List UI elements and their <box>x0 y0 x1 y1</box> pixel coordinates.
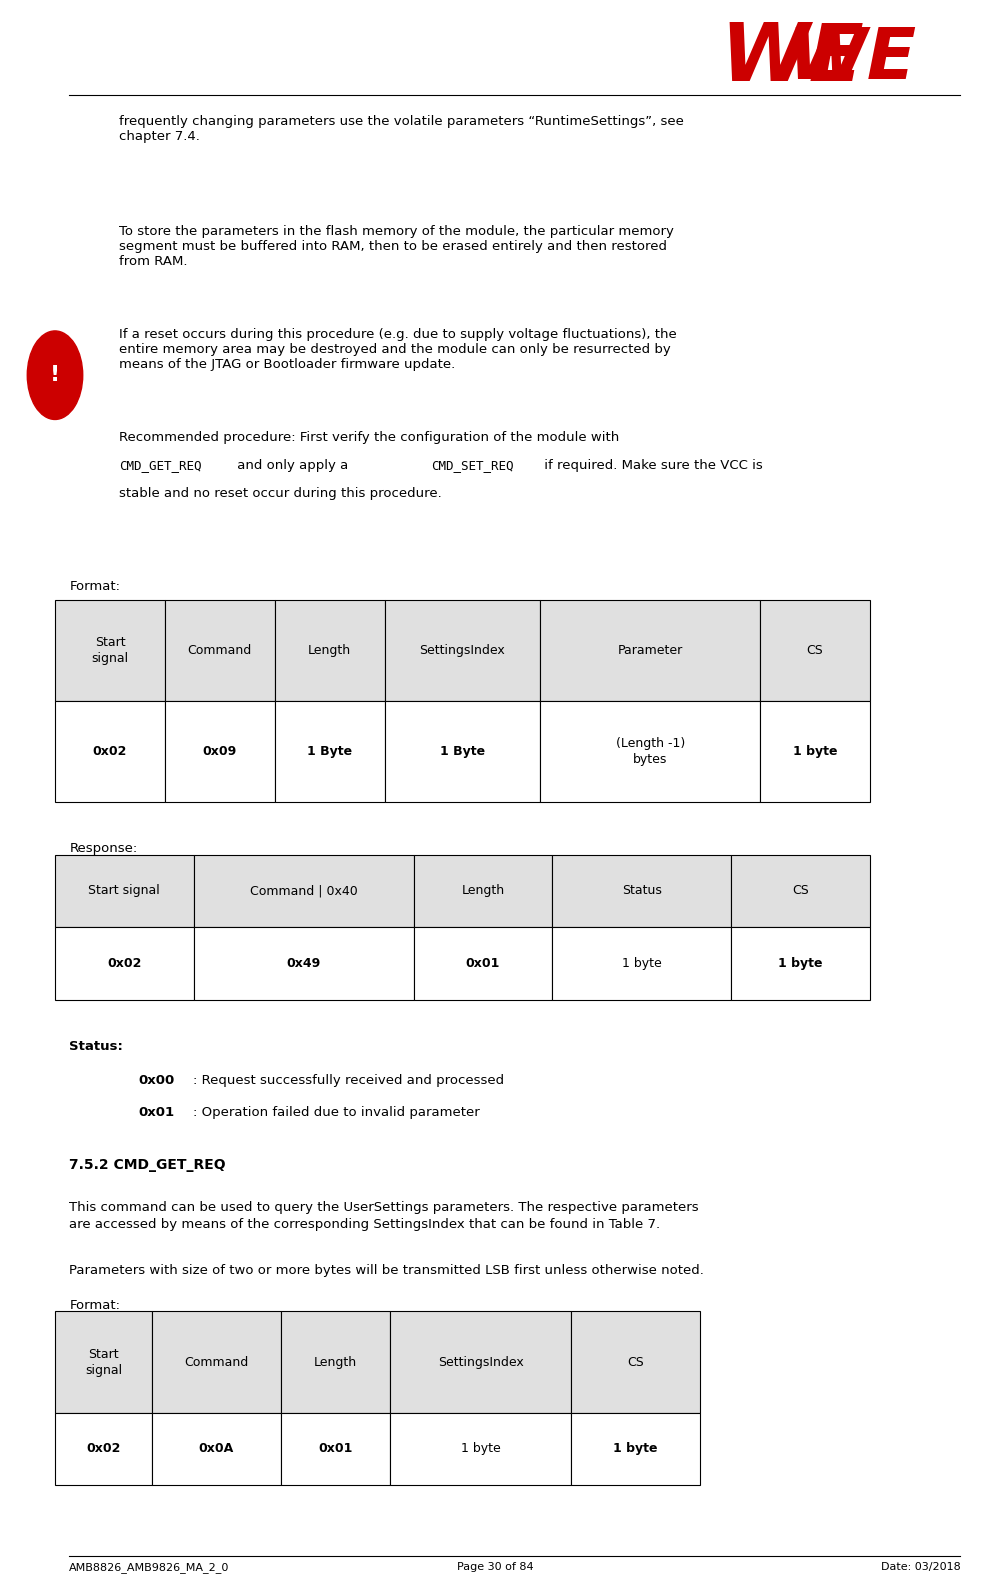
Text: To store the parameters in the flash memory of the module, the particular memory: To store the parameters in the flash mem… <box>119 225 673 269</box>
FancyBboxPatch shape <box>194 928 414 1001</box>
Text: Length: Length <box>314 1355 357 1369</box>
Text: If a reset occurs during this procedure (e.g. due to supply voltage fluctuations: If a reset occurs during this procedure … <box>119 327 676 372</box>
Text: Response:: Response: <box>69 843 138 855</box>
FancyBboxPatch shape <box>390 1413 571 1486</box>
Text: Recommended procedure: First verify the configuration of the module with: Recommended procedure: First verify the … <box>119 430 619 444</box>
Text: Command: Command <box>184 1355 248 1369</box>
Text: CS: CS <box>627 1355 644 1369</box>
FancyBboxPatch shape <box>275 601 385 702</box>
Text: Format:: Format: <box>69 1300 121 1312</box>
FancyBboxPatch shape <box>732 928 870 1001</box>
Text: WE: WE <box>788 25 917 93</box>
FancyBboxPatch shape <box>552 928 732 1001</box>
Text: 0x02: 0x02 <box>86 1442 121 1456</box>
Text: Command: Command <box>188 643 252 658</box>
FancyBboxPatch shape <box>55 928 194 1001</box>
Text: 1 Byte: 1 Byte <box>307 745 352 759</box>
FancyBboxPatch shape <box>55 601 165 702</box>
Text: : Operation failed due to invalid parameter: : Operation failed due to invalid parame… <box>193 1107 480 1119</box>
Text: 0x01: 0x01 <box>465 957 500 971</box>
Text: Format:: Format: <box>69 580 121 593</box>
Text: 1 byte: 1 byte <box>613 1442 657 1456</box>
FancyBboxPatch shape <box>414 855 552 928</box>
FancyBboxPatch shape <box>55 1413 151 1486</box>
FancyBboxPatch shape <box>385 702 541 803</box>
FancyBboxPatch shape <box>165 601 275 702</box>
Text: 0x02: 0x02 <box>107 957 142 971</box>
Text: SettingsIndex: SettingsIndex <box>420 643 505 658</box>
FancyBboxPatch shape <box>55 702 165 803</box>
Text: Start signal: Start signal <box>88 884 160 898</box>
Text: (Length -1)
bytes: (Length -1) bytes <box>616 737 685 767</box>
Text: CS: CS <box>807 643 824 658</box>
FancyBboxPatch shape <box>55 1312 151 1413</box>
Text: 1 byte: 1 byte <box>793 745 838 759</box>
FancyBboxPatch shape <box>760 702 870 803</box>
FancyBboxPatch shape <box>732 855 870 928</box>
FancyBboxPatch shape <box>385 601 541 702</box>
Text: Page 30 of 84: Page 30 of 84 <box>456 1562 534 1572</box>
FancyBboxPatch shape <box>275 702 385 803</box>
Text: Length: Length <box>461 884 505 898</box>
Text: if required. Make sure the VCC is: if required. Make sure the VCC is <box>540 458 762 473</box>
Text: 0x01: 0x01 <box>319 1442 352 1456</box>
Text: 0x00: 0x00 <box>139 1075 175 1088</box>
FancyBboxPatch shape <box>571 1312 700 1413</box>
Circle shape <box>28 330 83 419</box>
Text: stable and no reset occur during this procedure.: stable and no reset occur during this pr… <box>119 487 442 501</box>
Text: WE: WE <box>720 21 864 98</box>
FancyBboxPatch shape <box>194 855 414 928</box>
Text: 0x02: 0x02 <box>93 745 127 759</box>
Text: 0x01: 0x01 <box>139 1107 174 1119</box>
Text: 1 Byte: 1 Byte <box>440 745 485 759</box>
Text: Date: 03/2018: Date: 03/2018 <box>880 1562 960 1572</box>
FancyBboxPatch shape <box>151 1312 281 1413</box>
Text: !: ! <box>50 365 60 386</box>
FancyBboxPatch shape <box>281 1312 390 1413</box>
Text: Parameter: Parameter <box>618 643 683 658</box>
Text: CMD_GET_REQ: CMD_GET_REQ <box>119 458 201 473</box>
FancyBboxPatch shape <box>281 1413 390 1486</box>
Text: and only apply a: and only apply a <box>233 458 352 473</box>
Text: 7.5.2 CMD_GET_REQ: 7.5.2 CMD_GET_REQ <box>69 1159 226 1172</box>
Text: Status: Status <box>622 884 661 898</box>
Text: AMB8826_AMB9826_MA_2_0: AMB8826_AMB9826_MA_2_0 <box>69 1562 230 1573</box>
FancyBboxPatch shape <box>760 601 870 702</box>
Text: SettingsIndex: SettingsIndex <box>438 1355 524 1369</box>
Text: frequently changing parameters use the volatile parameters “RuntimeSettings”, se: frequently changing parameters use the v… <box>119 115 684 142</box>
Text: 0x49: 0x49 <box>286 957 321 971</box>
Text: 0x0A: 0x0A <box>199 1442 234 1456</box>
Text: Command | 0x40: Command | 0x40 <box>249 884 357 898</box>
Text: Start
signal: Start signal <box>85 1347 122 1377</box>
Text: Status:: Status: <box>69 1040 123 1053</box>
Text: This command can be used to query the UserSettings parameters. The respective pa: This command can be used to query the Us… <box>69 1202 699 1230</box>
Text: CMD_SET_REQ: CMD_SET_REQ <box>431 458 513 473</box>
FancyBboxPatch shape <box>55 855 194 928</box>
Text: Start
signal: Start signal <box>91 636 129 666</box>
Text: 1 byte: 1 byte <box>778 957 823 971</box>
FancyBboxPatch shape <box>541 702 760 803</box>
Text: CS: CS <box>792 884 809 898</box>
FancyBboxPatch shape <box>571 1413 700 1486</box>
FancyBboxPatch shape <box>151 1413 281 1486</box>
Text: Length: Length <box>308 643 351 658</box>
FancyBboxPatch shape <box>414 928 552 1001</box>
FancyBboxPatch shape <box>390 1312 571 1413</box>
FancyBboxPatch shape <box>552 855 732 928</box>
Text: : Request successfully received and processed: : Request successfully received and proc… <box>193 1075 504 1088</box>
FancyBboxPatch shape <box>541 601 760 702</box>
FancyBboxPatch shape <box>165 702 275 803</box>
Text: Parameters with size of two or more bytes will be transmitted LSB first unless o: Parameters with size of two or more byte… <box>69 1265 704 1277</box>
Text: 0x09: 0x09 <box>203 745 237 759</box>
Text: 1 byte: 1 byte <box>622 957 661 971</box>
Text: 1 byte: 1 byte <box>460 1442 501 1456</box>
